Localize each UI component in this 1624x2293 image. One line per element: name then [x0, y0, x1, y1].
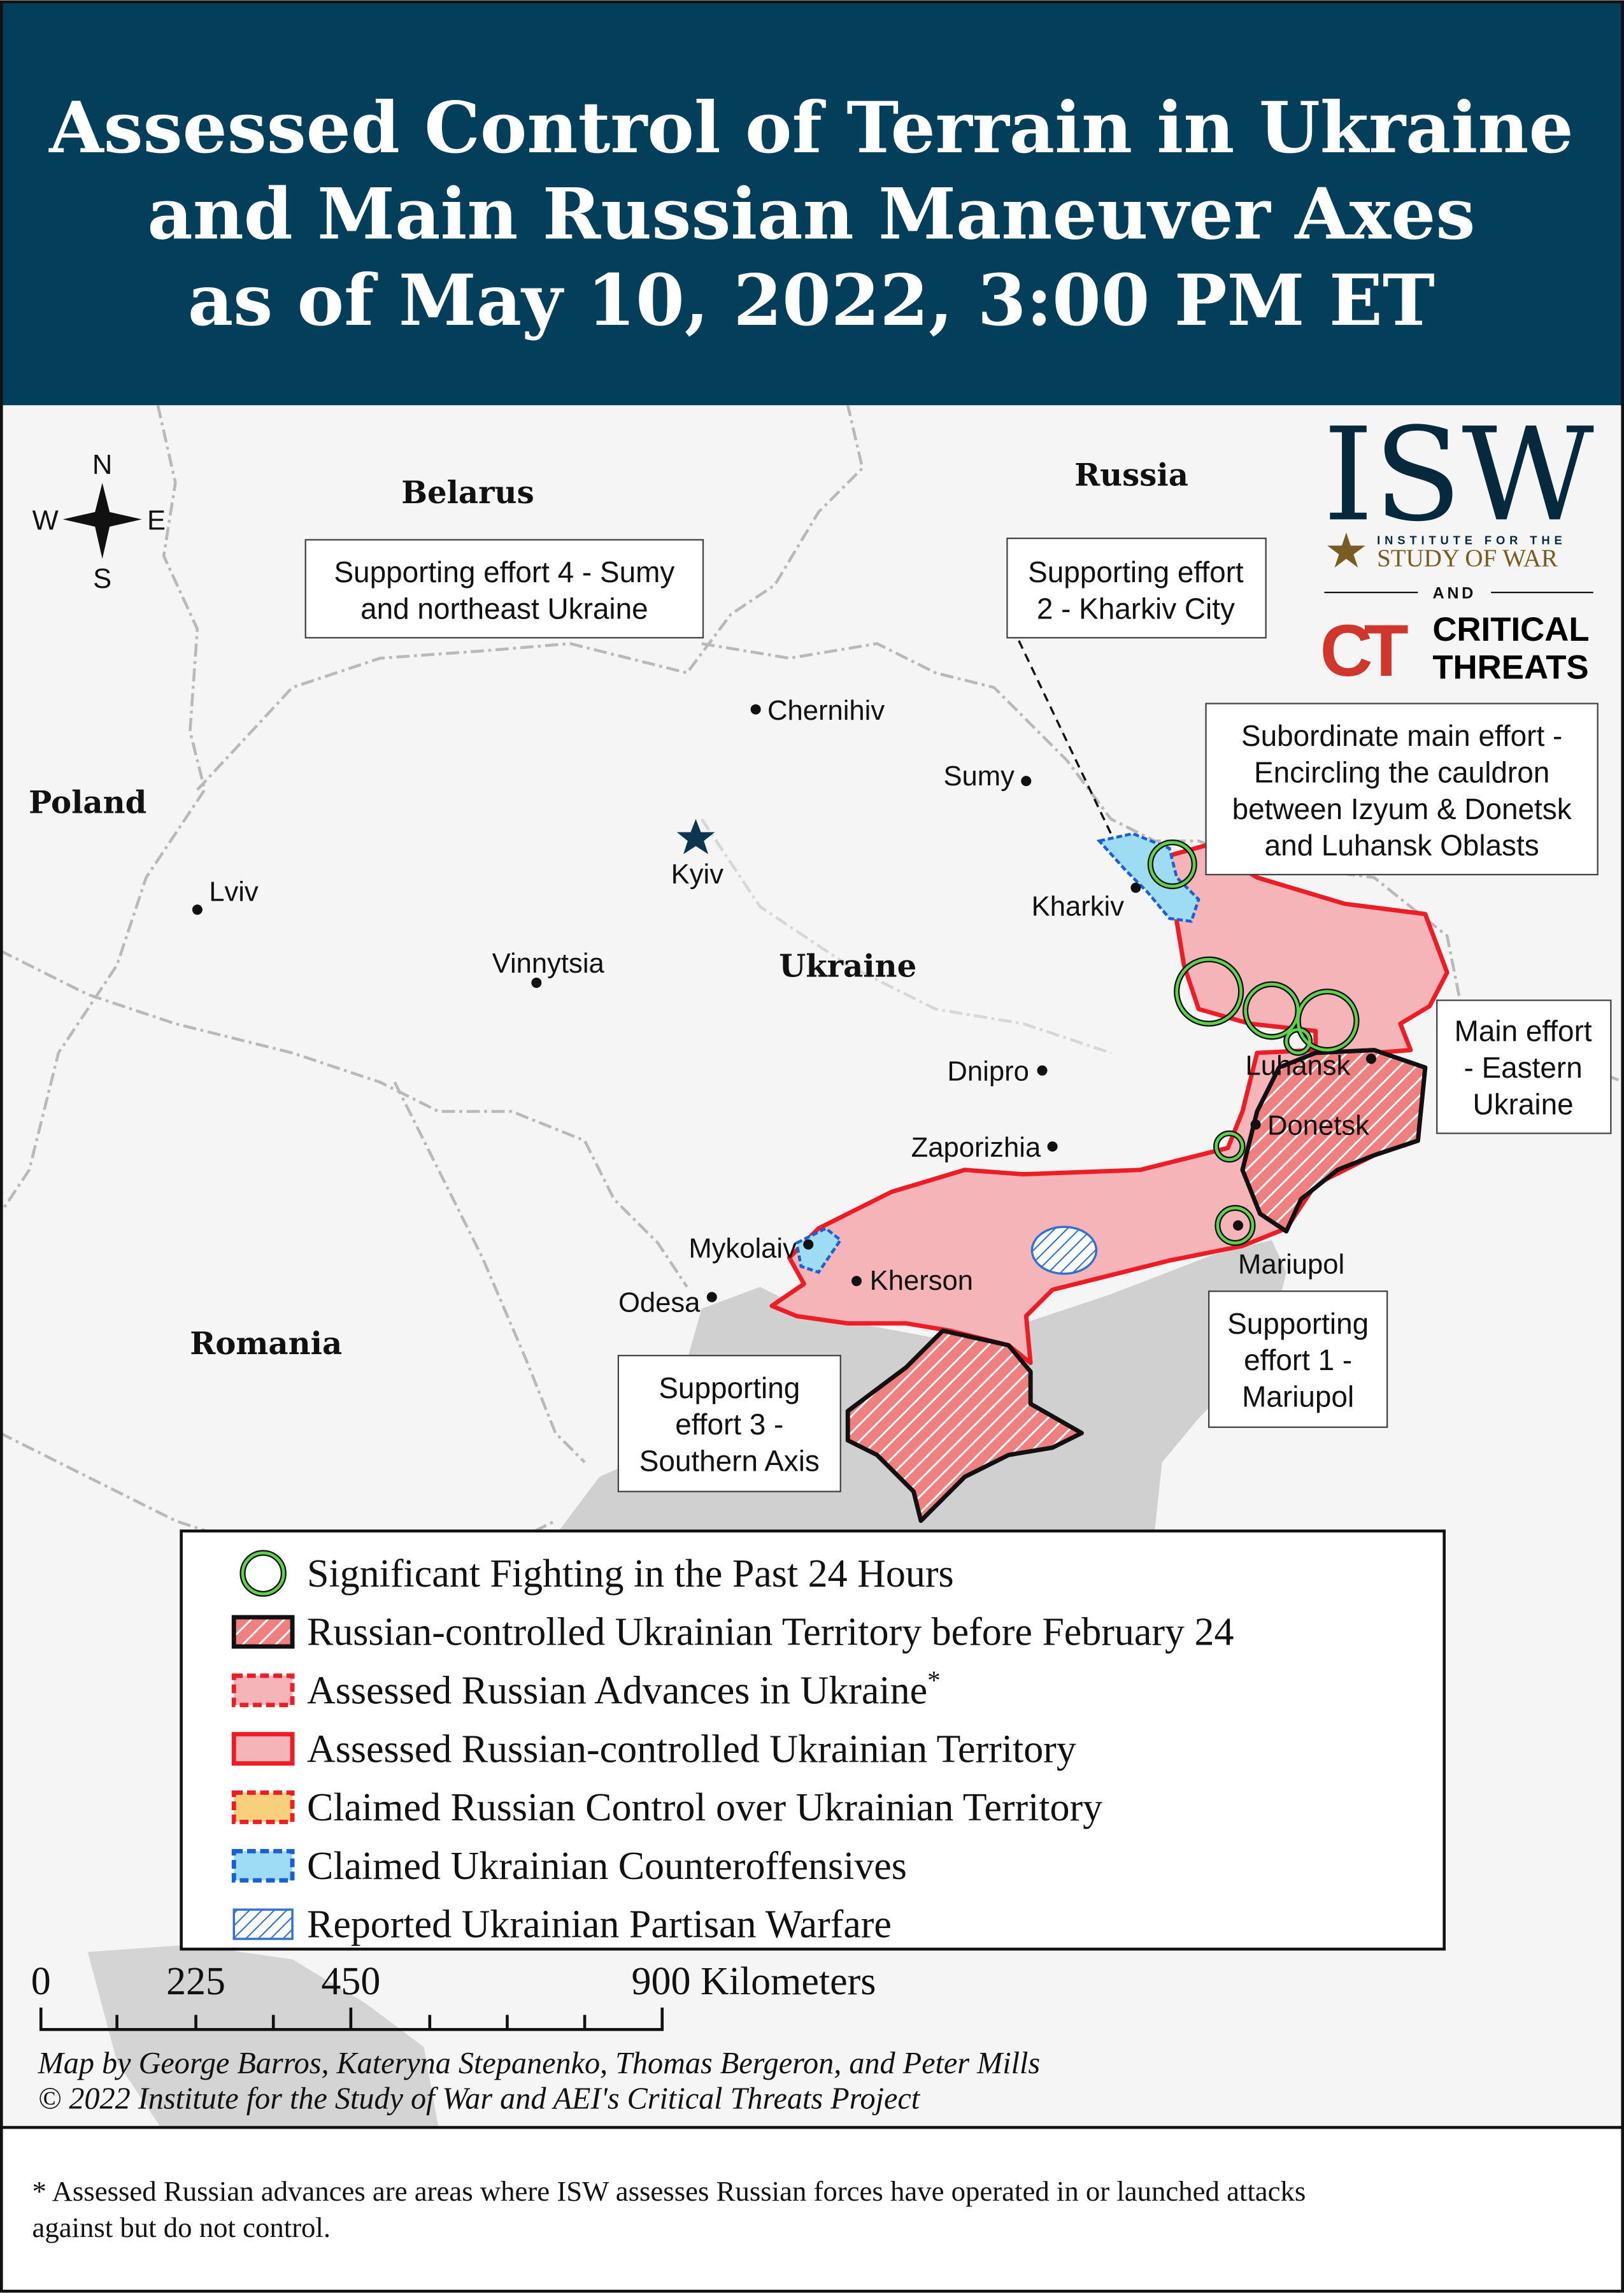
footnote-panel	[0, 2127, 1624, 2293]
city-lviv: Lviv	[209, 876, 259, 907]
label-romania: Romania	[190, 1326, 342, 1362]
ct-line1: CRITICAL	[1432, 611, 1589, 648]
city-zaporizhia: Zaporizhia	[911, 1132, 1041, 1163]
compass-w: W	[32, 505, 59, 536]
callout-subordinate: Subordinate main effort - Encircling the…	[1205, 703, 1599, 876]
city-donetsk: Donetsk	[1267, 1111, 1369, 1141]
ct-mark: CT	[1320, 610, 1408, 692]
callout-text: - Eastern	[1464, 1051, 1583, 1084]
legend-counteroffensive-icon	[231, 1848, 295, 1883]
ukrainian-counteroffensive-kherson	[795, 1226, 843, 1275]
callout-text: Encircling the cauldron	[1254, 755, 1549, 789]
callout-text: and Luhansk Oblasts	[1265, 829, 1539, 862]
scale-bar: 0 225 450 900 Kilometers	[31, 1960, 876, 2031]
callout-se1: Supporting effort 1 - Mariupol	[1208, 1290, 1388, 1428]
city-chernihiv: Chernihiv	[767, 696, 885, 726]
compass-star-icon	[62, 482, 142, 559]
callout-text: Supporting	[659, 1371, 800, 1404]
label-ukraine: Ukraine	[779, 949, 916, 985]
city-mykolaiv: Mykolaiv	[688, 1233, 797, 1264]
legend: Significant Fighting in the Past 24 Hour…	[180, 1529, 1446, 1951]
label-belarus: Belarus	[401, 475, 534, 511]
title-line-2: and Main Russian Maneuver Axes	[147, 173, 1475, 255]
compass-s: S	[93, 564, 111, 594]
isw-line1: INSTITUTE FOR THE	[1377, 533, 1567, 546]
isw-logo-text: ISW	[1323, 400, 1594, 550]
legend-label: Assessed Russian Advances in Ukraine*	[307, 1666, 941, 1713]
legend-label: Significant Fighting in the Past 24 Hour…	[307, 1552, 954, 1596]
callout-se4: Supporting effort 4 - Sumy and northeast…	[304, 539, 704, 639]
callout-main: Main effort - Eastern Ukraine	[1436, 999, 1612, 1134]
city-kherson: Kherson	[870, 1266, 973, 1296]
isw-line2: STUDY OF WAR	[1377, 545, 1558, 572]
legend-partisan-icon	[232, 1908, 294, 1940]
city-kyiv: Kyiv	[671, 859, 724, 890]
label-poland: Poland	[29, 785, 146, 821]
legend-label: Claimed Ukrainian Counteroffensives	[307, 1845, 907, 1888]
isw-ct-logo: ISW INSTITUTE FOR THE STUDY OF WAR AND C…	[1320, 400, 1594, 692]
legend-label: Claimed Russian Control over Ukrainian T…	[307, 1786, 1102, 1829]
legend-label: Reported Ukrainian Partisan Warfare	[307, 1903, 892, 1947]
callout-text: Mariupol	[1242, 1380, 1354, 1413]
compass-n: N	[92, 450, 112, 480]
legend-advances-icon	[231, 1673, 295, 1708]
city-markers	[192, 704, 1376, 1303]
callout-text: Supporting effort	[1028, 555, 1244, 589]
legend-label: Russian-controlled Ukrainian Territory b…	[307, 1611, 1234, 1654]
title-line-1: Assessed Control of Terrain in Ukraine	[48, 87, 1573, 169]
callout-se3: Supporting effort 3 - Southern Axis	[617, 1355, 841, 1492]
callout-leader-line	[1018, 640, 1112, 834]
label-russia: Russia	[1074, 458, 1188, 494]
credits-line2: © 2022 Institute for the Study of War an…	[38, 2082, 921, 2115]
ct-line2: THREATS	[1432, 649, 1588, 687]
logo-and: AND	[1433, 584, 1476, 602]
callout-text: Main effort	[1455, 1015, 1592, 1048]
city-kharkiv: Kharkiv	[1032, 891, 1125, 922]
scale-tick-label: 0	[31, 1960, 51, 2003]
legend-claimed-russian-icon	[231, 1790, 295, 1824]
city-luhansk: Luhansk	[1246, 1051, 1351, 1082]
partisan-warfare-area	[1030, 1225, 1098, 1275]
city-odesa: Odesa	[618, 1287, 701, 1318]
caspian-area-shading	[87, 1945, 439, 2128]
isw-star-icon	[1327, 532, 1365, 568]
title-line-3: as of May 10, 2022, 3:00 PM ET	[188, 259, 1435, 341]
pre-feb24-donbas	[1240, 1048, 1428, 1234]
city-dnipro: Dnipro	[947, 1057, 1029, 1087]
legend-pre-feb24-icon	[231, 1615, 295, 1649]
callout-text: effort 1 -	[1244, 1343, 1352, 1376]
callout-text: 2 - Kharkiv City	[1037, 592, 1235, 625]
callout-text: between Izyum & Donetsk	[1232, 792, 1572, 825]
legend-russian-controlled-icon	[231, 1732, 295, 1766]
scale-tick-label: 900 Kilometers	[632, 1960, 876, 2003]
scale-tick-label: 450	[321, 1960, 380, 2003]
credits-line1: Map by George Barros, Kateryna Stepanenk…	[38, 2047, 1040, 2080]
kyiv-capital-star-icon	[676, 818, 715, 854]
ukrainian-counteroffensive-kharkiv	[1096, 832, 1200, 924]
callout-text: Southern Axis	[639, 1445, 820, 1478]
callout-text: Subordinate main effort -	[1241, 719, 1562, 752]
callout-text: and northeast Ukraine	[360, 592, 648, 625]
scale-tick-label: 225	[166, 1960, 225, 2003]
title-banner	[0, 0, 1624, 406]
compass-e: E	[147, 505, 166, 536]
city-sumy: Sumy	[943, 761, 1015, 792]
crimea	[845, 1328, 1084, 1524]
footnote-line2: against but do not control.	[32, 2211, 331, 2243]
footnote-line1: * Assessed Russian advances are areas wh…	[32, 2175, 1306, 2207]
callout-text: Supporting effort 4 - Sumy	[334, 555, 674, 589]
legend-label: Assessed Russian-controlled Ukrainian Te…	[307, 1727, 1076, 1771]
callout-text: Supporting	[1227, 1307, 1369, 1340]
city-vinnytsia: Vinnytsia	[492, 948, 605, 979]
callout-text: effort 3 -	[675, 1408, 783, 1441]
callout-se2: Supporting effort 2 - Kharkiv City	[1006, 538, 1267, 639]
callout-text: Ukraine	[1473, 1088, 1574, 1121]
compass-rose: N S E W	[32, 450, 166, 594]
city-mariupol: Mariupol	[1238, 1250, 1344, 1280]
